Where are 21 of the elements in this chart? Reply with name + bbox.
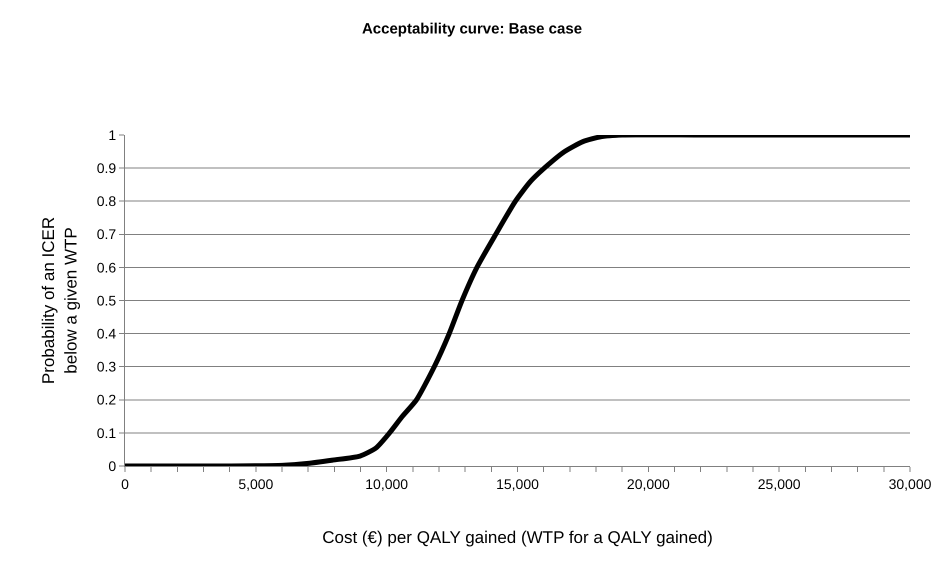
y-tick-label: 0 — [108, 458, 116, 474]
y-tick-label: 0.6 — [96, 259, 116, 276]
x-tick-label: 25,000 — [758, 476, 801, 492]
y-tick-label: 0.7 — [96, 226, 116, 242]
x-tick-label: 0 — [121, 476, 130, 492]
x-tick-label: 5,000 — [238, 476, 274, 492]
x-tick-label: 10,000 — [365, 476, 408, 492]
x-tick-label: 30,000 — [888, 476, 932, 492]
y-tick-label: 0.2 — [96, 392, 116, 408]
x-tick-label: 15,000 — [496, 476, 540, 492]
y-tick-label: 0.5 — [96, 292, 116, 308]
y-axis-title: Probability of an ICER below a given WTP — [39, 216, 80, 384]
y-tick-label: 0.9 — [96, 160, 116, 176]
y-tick-label: 0.1 — [96, 424, 116, 441]
y-tick-label: 0.4 — [96, 326, 116, 342]
x-tick-label: 20,000 — [626, 476, 670, 492]
chart-title: Acceptability curve: Base case — [362, 20, 582, 38]
y-tick-label: 0.8 — [96, 193, 116, 210]
y-tick-label: 0.3 — [96, 358, 116, 375]
y-tick-label: 1 — [108, 126, 116, 143]
x-axis-title: Cost (€) per QALY gained (WTP for a QALY gained) — [322, 528, 713, 548]
